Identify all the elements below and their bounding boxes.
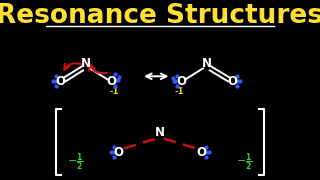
Text: Resonance Structures: Resonance Structures	[0, 3, 320, 29]
Text: O: O	[56, 75, 66, 88]
Text: O: O	[106, 75, 116, 88]
Text: -1: -1	[109, 87, 119, 96]
Text: O: O	[176, 75, 186, 88]
Text: N: N	[202, 57, 212, 70]
Text: O: O	[196, 146, 206, 159]
Text: N: N	[155, 126, 165, 139]
Text: O: O	[227, 75, 237, 88]
Text: $-\mathregular{\frac{1}{2}}$: $-\mathregular{\frac{1}{2}}$	[236, 152, 253, 173]
Text: -1: -1	[175, 87, 184, 96]
Text: O: O	[114, 146, 124, 159]
Text: N: N	[81, 57, 91, 70]
Text: $-\mathregular{\frac{1}{2}}$: $-\mathregular{\frac{1}{2}}$	[67, 152, 84, 173]
